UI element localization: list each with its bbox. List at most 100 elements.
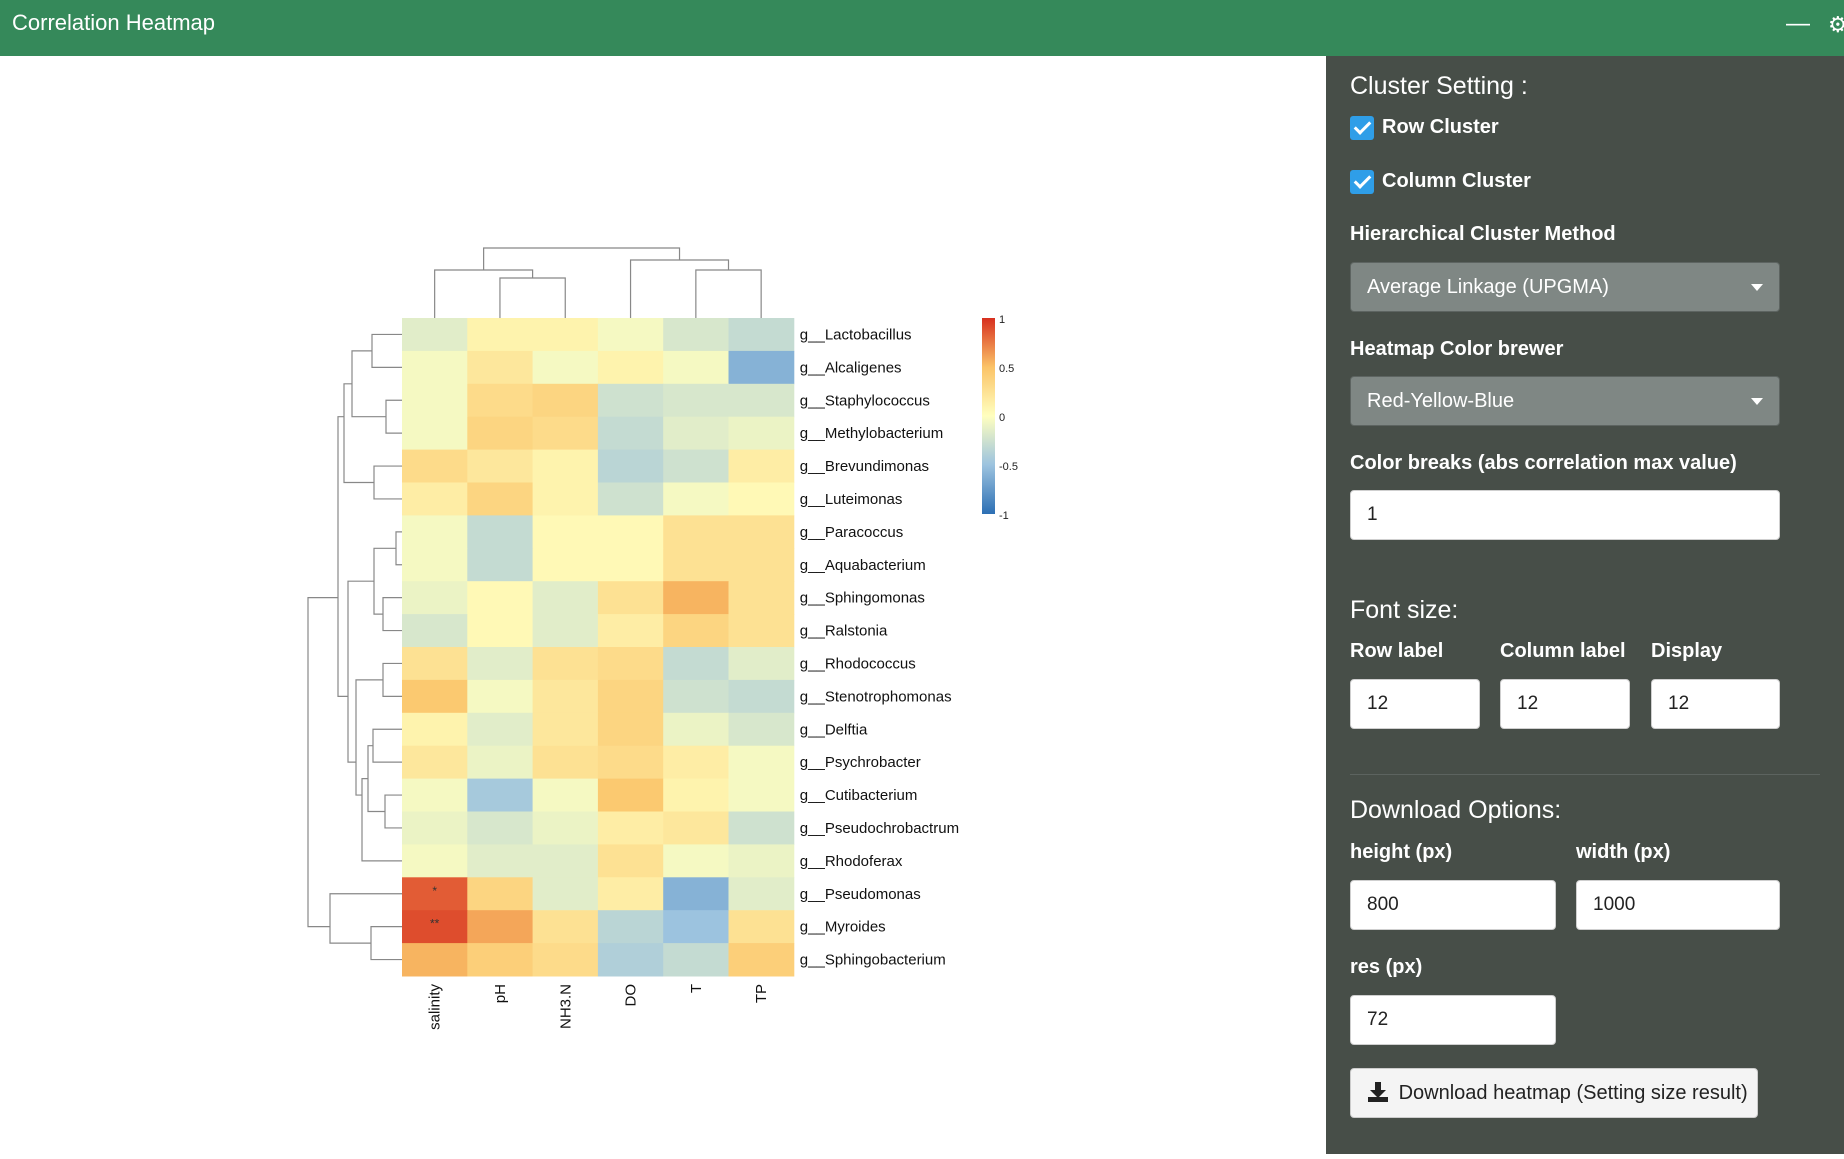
row-label: g__Cutibacterium bbox=[800, 787, 918, 804]
heatmap-cell bbox=[597, 416, 664, 451]
title-bar: Correlation Heatmap — ⚙ bbox=[0, 0, 1844, 56]
heatmap-cell bbox=[532, 811, 599, 845]
heatmap-cell bbox=[402, 679, 468, 714]
heatmap-cell bbox=[663, 647, 729, 681]
chevron-down-icon bbox=[1751, 398, 1763, 405]
column-label-size-input[interactable]: 12 bbox=[1500, 679, 1630, 729]
cluster-method-select[interactable]: Average Linkage (UPGMA) bbox=[1350, 262, 1780, 312]
heatmap-cell bbox=[597, 614, 664, 648]
heatmap-cell bbox=[402, 614, 468, 648]
heatmap-cell bbox=[467, 515, 534, 549]
row-cluster-checkbox[interactable] bbox=[1350, 116, 1374, 140]
heatmap-cell bbox=[663, 350, 729, 385]
legend-colorbar bbox=[982, 318, 995, 514]
heatmap-cell bbox=[728, 482, 795, 516]
heatmap-cell bbox=[467, 745, 534, 780]
heatmap-cell bbox=[532, 482, 599, 516]
heatmap-cell bbox=[728, 449, 795, 483]
heatmap-cell bbox=[467, 877, 534, 911]
display-size-label: Display bbox=[1651, 640, 1723, 662]
heatmap-cell bbox=[597, 581, 664, 615]
color-brewer-value: Red-Yellow-Blue bbox=[1367, 390, 1515, 412]
color-brewer-select[interactable]: Red-Yellow-Blue bbox=[1350, 376, 1780, 426]
column-label: NH3.N bbox=[557, 984, 574, 1029]
row-label: g__Pseudochrobactrum bbox=[800, 820, 959, 837]
heatmap-cell bbox=[663, 515, 729, 549]
row-dendrogram-branch bbox=[367, 745, 385, 813]
heatmap-cell bbox=[663, 712, 729, 747]
row-dendrogram-branch bbox=[373, 465, 402, 500]
download-options-heading: Download Options: bbox=[1350, 796, 1562, 824]
heatmap-cell bbox=[532, 778, 599, 812]
heatmap-cell bbox=[597, 515, 664, 549]
settings-sidebar: Cluster Setting : Row Cluster Column Clu… bbox=[1326, 56, 1844, 1154]
color-breaks-input[interactable]: 1 bbox=[1350, 490, 1780, 540]
heatmap-cell bbox=[402, 877, 468, 911]
download-heatmap-button[interactable]: Download heatmap (Setting size result) bbox=[1350, 1068, 1758, 1118]
heatmap-cell bbox=[532, 712, 599, 747]
heatmap-cell bbox=[728, 416, 795, 451]
row-dendrogram-branch bbox=[382, 597, 402, 632]
cluster-method-label: Hierarchical Cluster Method bbox=[1350, 223, 1616, 245]
heatmap-cell bbox=[728, 350, 795, 385]
heatmap-cell bbox=[597, 778, 664, 812]
row-dendrogram-branch bbox=[355, 679, 383, 796]
heatmap-cell bbox=[597, 449, 664, 483]
heatmap-cell bbox=[728, 679, 795, 714]
heatmap-cell bbox=[532, 647, 599, 681]
heatmap-cell bbox=[663, 482, 729, 516]
row-label: g__Myroides bbox=[800, 919, 886, 936]
cluster-setting-heading: Cluster Setting : bbox=[1350, 72, 1528, 100]
row-dendrogram-branch bbox=[373, 547, 396, 615]
heatmap-cell bbox=[597, 482, 664, 516]
column-dendrogram-branch bbox=[499, 277, 566, 318]
heatmap-cell bbox=[728, 515, 795, 549]
heatmap-cell bbox=[728, 877, 795, 911]
row-label: g__Luteimonas bbox=[800, 491, 903, 508]
column-label: DO bbox=[623, 984, 640, 1007]
row-dendrogram-branch bbox=[384, 794, 402, 829]
row-dendrogram-branch bbox=[370, 926, 402, 961]
heatmap-cell bbox=[467, 449, 534, 483]
row-label-size-label: Row label bbox=[1350, 640, 1444, 662]
heatmap-cell bbox=[402, 844, 468, 878]
row-dendrogram-branch bbox=[395, 531, 402, 566]
heatmap-cell bbox=[532, 679, 599, 714]
height-label: height (px) bbox=[1350, 841, 1453, 863]
row-dendrogram-branch bbox=[343, 383, 374, 484]
row-cluster-label[interactable]: Row Cluster bbox=[1382, 116, 1499, 138]
width-label: width (px) bbox=[1576, 841, 1671, 863]
column-dendrogram-branch bbox=[695, 269, 762, 318]
row-label: g__Sphingobacterium bbox=[800, 952, 946, 969]
column-cluster-label[interactable]: Column Cluster bbox=[1382, 170, 1531, 192]
color-breaks-label: Color breaks (abs correlation max value) bbox=[1350, 452, 1737, 474]
heatmap-cell bbox=[728, 614, 795, 648]
width-input[interactable]: 1000 bbox=[1576, 880, 1780, 930]
legend-tick-label: -1 bbox=[999, 510, 1009, 522]
divider bbox=[1350, 774, 1820, 775]
heatmap-cell bbox=[467, 318, 534, 352]
row-label-size-input[interactable]: 12 bbox=[1350, 679, 1480, 729]
gear-icon[interactable]: ⚙ bbox=[1828, 12, 1844, 37]
heatmap-cell bbox=[532, 449, 599, 483]
height-input[interactable]: 800 bbox=[1350, 880, 1556, 930]
minimize-icon[interactable]: — bbox=[1786, 10, 1810, 37]
heatmap-cell bbox=[597, 943, 664, 977]
heatmap-cell bbox=[663, 449, 729, 483]
row-label: g__Delftia bbox=[800, 721, 868, 738]
heatmap-cell bbox=[402, 482, 468, 516]
heatmap-cell bbox=[467, 679, 534, 714]
column-dendrogram-branch bbox=[434, 269, 534, 318]
res-input[interactable]: 72 bbox=[1350, 995, 1556, 1045]
column-label: TP bbox=[753, 984, 770, 1003]
download-icon bbox=[1368, 1082, 1388, 1102]
column-label-size-label: Column label bbox=[1500, 640, 1626, 662]
display-size-input[interactable]: 12 bbox=[1651, 679, 1780, 729]
heatmap-cell bbox=[597, 318, 664, 352]
heatmap-cell bbox=[402, 712, 468, 747]
row-dendrogram-branch bbox=[307, 597, 338, 928]
heatmap-cell bbox=[597, 647, 664, 681]
column-cluster-checkbox[interactable] bbox=[1350, 170, 1374, 194]
heatmap-cell bbox=[597, 811, 664, 845]
heatmap-cell bbox=[728, 318, 795, 352]
